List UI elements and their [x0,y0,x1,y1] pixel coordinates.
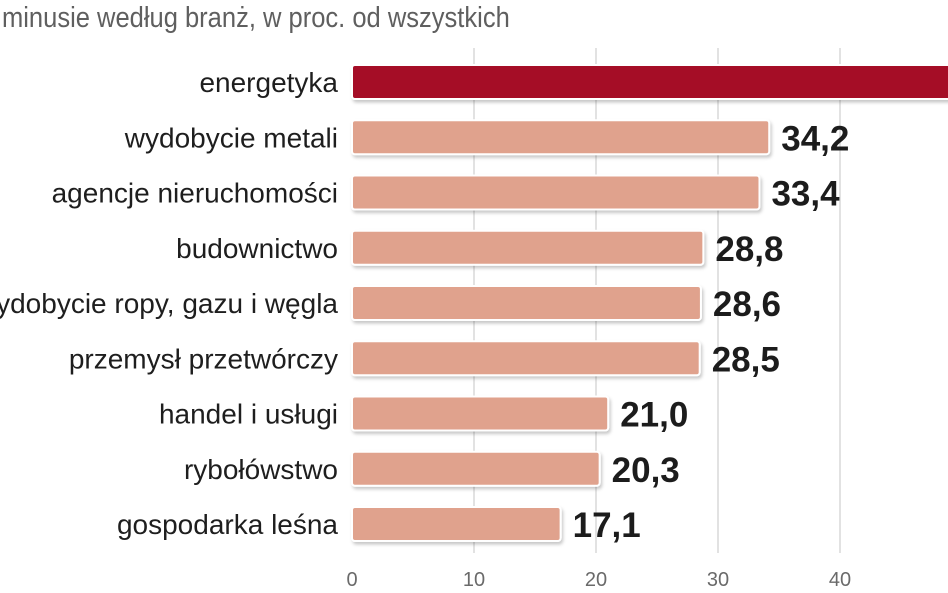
bars [351,64,948,542]
category-label: przemysł przetwórczy [69,343,338,374]
x-tick-label: 30 [707,569,729,591]
category-label: wydobycie ropy, gazu i węgla [0,288,338,319]
category-label: energetyka [199,67,338,98]
bar [351,285,702,321]
category-label: budownictwo [176,233,338,264]
category-label: agencje nieruchomości [52,178,338,209]
x-tick-label: 10 [463,569,485,591]
value-label: 28,5 [712,340,780,379]
value-label: 28,8 [715,230,783,269]
bar [351,64,948,100]
bar [351,395,610,432]
value-label: 33,4 [771,175,840,214]
value-label: 21,0 [620,396,688,435]
x-tick-label: 0 [346,569,357,591]
bar [351,174,761,211]
category-label: handel i usługi [159,399,338,430]
value-label: 34,2 [781,119,849,158]
category-label: wydobycie metali [124,122,338,153]
x-axis-ticks: 01020304050 [346,569,851,591]
value-label: 20,3 [612,451,680,490]
value-label: 28,6 [713,285,781,324]
bar [351,119,771,156]
category-label: rybołówstwo [184,454,338,485]
category-labels: energetyka wydobycie metali agencje nieruc… [0,67,338,540]
x-tick-label: 20 [585,569,607,591]
bar [351,229,705,266]
category-label: gospodarka leśna [117,509,338,540]
x-tick-label: 40 [829,569,851,591]
bar [351,340,701,377]
bar [351,450,601,487]
bar [351,506,562,542]
chart-subtitle: minusie według branż, w proc. od wszystk… [2,2,510,34]
value-labels: 34,2 33,4 28,8 28,6 28,5 21,0 20,3 17,1 [573,119,850,545]
value-label: 17,1 [573,506,641,545]
